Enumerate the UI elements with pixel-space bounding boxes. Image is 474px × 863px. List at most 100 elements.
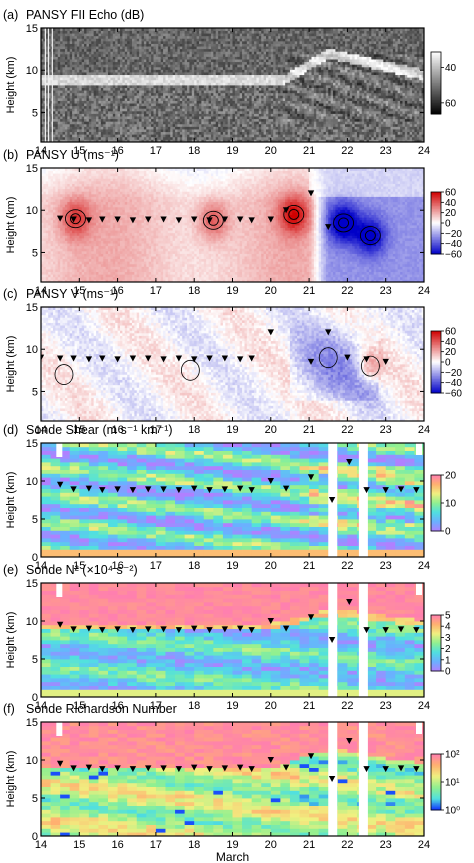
missing-data-gap: [56, 583, 63, 597]
x-tick-label: 24: [418, 285, 430, 297]
y-tick-label: 10: [26, 344, 38, 356]
marker: [325, 224, 332, 231]
marker: [85, 485, 93, 492]
marker: [145, 486, 152, 493]
y-tick-label: 5: [32, 514, 38, 526]
colorbar-tick-label: 10: [445, 499, 457, 510]
marker: [129, 766, 137, 773]
marker: [206, 627, 213, 634]
marker: [363, 487, 370, 494]
marker: [382, 358, 389, 365]
x-tick-label: 14: [35, 560, 47, 572]
panel-title: Sonde Shear (m s⁻¹ km⁻¹): [26, 423, 173, 437]
panel-d: 14 15 16 17 18 19 20 21 22 23 24 0 5 10 15 (d) Sonde She…: [3, 423, 457, 572]
x-tick-label: 16: [111, 560, 123, 572]
x-tick-label: 21: [303, 145, 315, 157]
marker: [363, 356, 370, 363]
marker: [397, 765, 405, 772]
marker: [267, 216, 274, 223]
marker: [267, 618, 274, 624]
panel-title: Sonde N² (×10⁴ s⁻²): [26, 563, 138, 577]
colorbar: 20 10 0: [430, 471, 457, 538]
colorbar-tick-label: 20: [445, 208, 457, 219]
marker: [206, 355, 213, 362]
panel-label: (f): [3, 702, 15, 716]
marker: [145, 626, 152, 633]
x-tick-label: 14: [35, 839, 47, 851]
y-tick-label: 0: [32, 831, 38, 843]
marker: [191, 356, 198, 363]
heatmap-area: [41, 168, 424, 282]
x-tick-label: 16: [111, 839, 123, 851]
marker: [325, 329, 332, 336]
x-tick-label: 14: [35, 700, 47, 712]
panel-b: 14 15 16 17 18 19 20 21 22 23 24 5 10 15 (b) PANSY U (m…: [3, 148, 462, 297]
x-tick-label: 23: [380, 839, 392, 851]
missing-data-gap: [56, 443, 63, 457]
marker: [382, 627, 389, 634]
marker: [221, 765, 229, 772]
marker: [145, 355, 152, 362]
colorbar-tick-label: 4: [445, 622, 451, 633]
y-axis-label: Height (km): [5, 751, 17, 808]
marker: [236, 216, 244, 223]
marker: [56, 481, 64, 488]
panel-title: PANSY V (ms⁻¹): [26, 287, 118, 301]
colorbar-tick-label: −60: [445, 389, 462, 400]
panel-label: (d): [3, 423, 18, 437]
marker: [344, 354, 351, 361]
heatmap-area: [41, 28, 424, 142]
colorbar-tick-label: 3: [445, 633, 451, 644]
panel-label: (c): [3, 287, 18, 301]
missing-data-gap: [56, 722, 63, 736]
marker: [382, 766, 389, 773]
x-tick-label: 19: [226, 839, 238, 851]
y-tick-label: 15: [26, 578, 38, 590]
y-tick-label: 5: [32, 793, 38, 805]
panel-label: (e): [3, 563, 18, 577]
marker: [282, 485, 290, 492]
marker: [160, 216, 167, 223]
marker: [307, 474, 315, 481]
x-tick-label: 20: [265, 285, 277, 297]
marker: [114, 486, 121, 493]
marker: [346, 738, 353, 744]
x-tick-label: 19: [226, 560, 238, 572]
x-tick-label: 18: [188, 424, 200, 436]
x-tick-label: 21: [303, 424, 315, 436]
colorbar-tick-label: −20: [445, 368, 462, 379]
x-tick-label: 18: [188, 839, 200, 851]
marker: [129, 355, 137, 362]
marker: [175, 487, 183, 494]
y-tick-label: 15: [26, 302, 38, 314]
x-tick-label: 15: [73, 700, 85, 712]
colorbar-tick-label: 60: [445, 327, 457, 338]
panel-a: 14 15 16 17 18 19 20 21 22 23 24 5 10 15 (a) PANSY FII …: [3, 8, 457, 157]
marker: [267, 329, 274, 336]
y-tick-label: 15: [26, 23, 38, 35]
colorbar-tick-label: −40: [445, 378, 462, 389]
y-tick-label: 0: [32, 552, 38, 564]
marker: [248, 217, 255, 224]
marker: [56, 355, 64, 362]
marker: [175, 766, 183, 773]
x-tick-label: 19: [226, 145, 238, 157]
marker: [221, 355, 229, 362]
panel-title: PANSY U (ms⁻¹): [26, 148, 119, 162]
x-tick-label: 17: [150, 424, 162, 436]
marker: [70, 486, 77, 493]
x-tick-label: 15: [73, 560, 85, 572]
marker: [114, 765, 121, 772]
colorbar-tick-label: −60: [445, 250, 462, 261]
heatmap-area: [41, 722, 424, 836]
marker: [145, 765, 152, 772]
marker: [397, 486, 405, 493]
missing-data-gap: [358, 583, 368, 697]
colorbar-tick-label: 20: [445, 347, 457, 358]
marker: [328, 497, 336, 503]
missing-data-gap: [358, 722, 368, 836]
x-tick-label: 23: [380, 145, 392, 157]
marker: [282, 764, 290, 771]
